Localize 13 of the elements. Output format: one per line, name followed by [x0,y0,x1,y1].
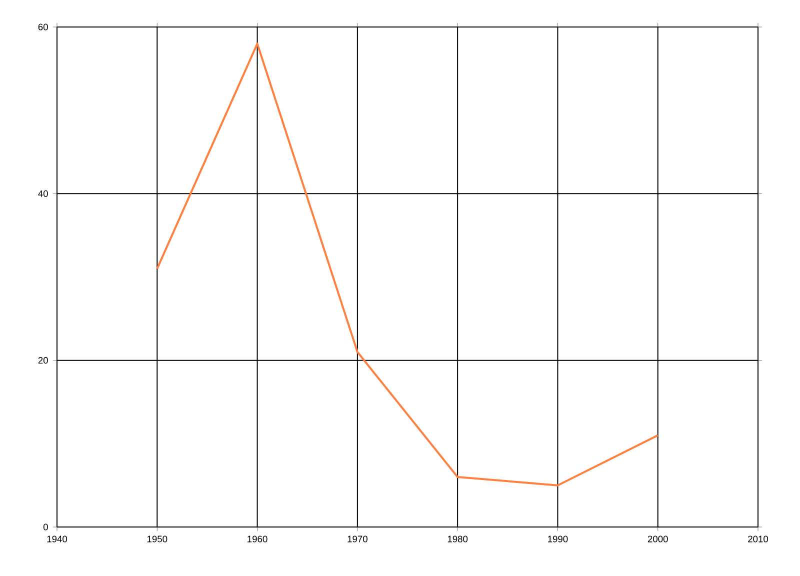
x-tick-label: 2000 [648,536,668,542]
y-tick-label: 0 [43,524,48,530]
x-tick-label: 1950 [147,536,168,542]
y-tick-label: 60 [38,24,48,30]
y-tick-label: 20 [38,357,48,364]
x-tick-label: 1960 [248,536,268,542]
x-tick-label: 2010 [748,536,768,542]
line-series [156,42,659,486]
x-tick-label: 1990 [548,536,568,542]
x-tick-label: 1940 [47,536,68,542]
y-tick-label: 40 [38,190,48,197]
x-tick-label: 1980 [448,536,468,542]
x-tick-label: 1970 [348,536,368,542]
